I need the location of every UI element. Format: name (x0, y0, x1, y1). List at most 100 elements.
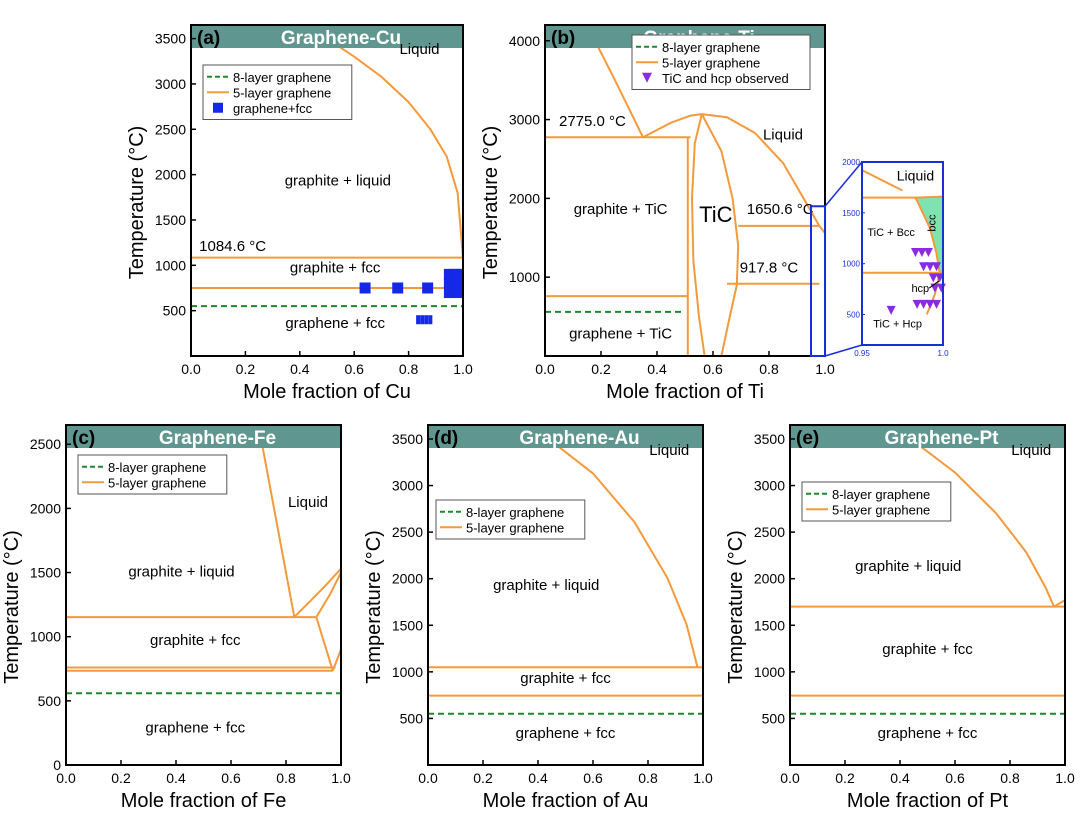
legend-label: graphene+fcc (233, 101, 313, 116)
fcc-marker (422, 282, 434, 294)
series-group (790, 436, 1065, 715)
inset: Liquid bcc TiC + Bcc hcp TiC + Hcp 500 1000 150… (810, 158, 949, 358)
plot-frame (65, 424, 342, 766)
title-header (429, 426, 702, 448)
x-tick-label: 0.6 (583, 770, 603, 786)
x-tick-label: 0.8 (1000, 770, 1020, 786)
phase-boundary-line (642, 113, 702, 139)
legend-box (77, 454, 228, 495)
chart-title: Graphene-Pt (884, 428, 999, 449)
x-tick-label: 0.8 (638, 770, 658, 786)
x-tick-label: 0.2 (111, 770, 131, 786)
region-label: 1084.6 °C (199, 238, 266, 255)
panel-c: (c) Graphene-Fe 0.0 0.2 0.4 0.6 0.8 1.0 0 500 1000… (1, 424, 351, 812)
x-axis-label: Mole fraction of Au (483, 790, 649, 812)
phase-boundary-line (1053, 599, 1065, 608)
phase-boundary-line (315, 616, 334, 671)
panel-d: (d) Graphene-Au 0.0 0.2 0.4 0.6 0.8 1.0 500 1000 1… (363, 424, 713, 812)
inset-label: Liquid (897, 167, 934, 183)
x-tick-label: 1.0 (453, 361, 473, 377)
inset-label: TiC + Hcp (873, 319, 922, 331)
legend-label: 5-layer graphene (466, 520, 564, 535)
inset-x-tick-label: 0.95 (854, 349, 870, 358)
y-tick-label: 2500 (155, 121, 186, 137)
y-tick-label: 1000 (30, 629, 61, 645)
fcc-marker (454, 268, 463, 280)
y-tick-label: 1000 (509, 269, 540, 285)
x-tick-label: 0.2 (591, 361, 611, 377)
region-label: graphite + fcc (290, 260, 381, 277)
tic-hcp-marker (910, 247, 920, 257)
region-label: graphene + TiC (569, 326, 672, 343)
y-tick-label: 2000 (754, 571, 785, 587)
x-tick-label: 0.8 (276, 770, 296, 786)
fcc-marker (359, 282, 371, 294)
phase-boundary-line (691, 113, 706, 356)
panel-label: (a) (197, 28, 220, 49)
region-label: Liquid (288, 494, 328, 511)
legend-label: TiC and hcp observed (662, 71, 789, 86)
y-axis-label: Temperature (°C) (1, 530, 23, 684)
inset-phase-line (861, 169, 903, 192)
panel-label: (d) (434, 428, 458, 449)
region-label: graphite + fcc (150, 632, 241, 649)
x-tick-label: 0.8 (759, 361, 779, 377)
plot-frame (789, 424, 1066, 766)
y-tick-label: 1500 (392, 617, 423, 633)
series-group (191, 35, 463, 325)
fcc-marker (454, 287, 463, 299)
x-tick-label: 0.4 (528, 770, 548, 786)
region-label: graphite + liquid (285, 173, 391, 190)
y-tick-label: 3500 (155, 31, 186, 47)
tic-hcp-marker (925, 299, 935, 309)
panel-label: (c) (72, 428, 95, 449)
legend-label: 5-layer graphene (233, 85, 331, 100)
legend-label: 5-layer graphene (832, 502, 930, 517)
panel-label: (b) (551, 28, 575, 49)
phase-boundary-line (257, 425, 296, 618)
chart-title: Graphene-Cu (281, 28, 401, 49)
y-tick-label: 3000 (509, 112, 540, 128)
plot-frame (427, 424, 704, 766)
fcc-marker (416, 315, 421, 325)
legend-label: 5-layer graphene (662, 55, 760, 70)
tic-hcp-marker (932, 262, 942, 272)
y-tick-label: 3000 (754, 478, 785, 494)
zoom-connector (824, 161, 863, 207)
tic-hcp-marker (917, 247, 927, 257)
y-tick-label: 500 (762, 710, 786, 726)
panel-b: (b)Graphene-Ti0.00.20.40.60.81.010002000… (480, 24, 949, 403)
inset-frame (861, 161, 944, 346)
y-tick-label: 1500 (155, 212, 186, 228)
x-tick-label: 0.6 (344, 361, 364, 377)
y-tick-label: 500 (163, 303, 187, 319)
tic-hcp-marker (928, 273, 938, 283)
x-tick-label: 0.0 (418, 770, 438, 786)
y-tick-label: 500 (38, 693, 62, 709)
y-tick-label: 1000 (155, 257, 186, 273)
x-tick-label: 0.4 (647, 361, 667, 377)
y-tick-label: 1000 (754, 664, 785, 680)
zoom-region-box (810, 205, 826, 357)
x-tick-label: 0.4 (890, 770, 910, 786)
fcc-marker (420, 315, 425, 325)
legend-square-swatch (213, 102, 223, 113)
phase-boundary-line (315, 572, 341, 618)
region-label: graphite + liquid (128, 563, 234, 580)
tic-hcp-marker (886, 305, 896, 315)
region-label: graphite + liquid (855, 558, 961, 575)
region-label: graphene + fcc (878, 725, 978, 742)
inset-y-tick-label: 1500 (842, 209, 860, 218)
region-label: graphite + fcc (520, 670, 611, 687)
x-tick-label: 1.0 (331, 770, 351, 786)
x-tick-label: 0.6 (703, 361, 723, 377)
fcc-marker (424, 315, 429, 325)
region-label: Liquid (1011, 442, 1051, 459)
y-tick-label: 1500 (754, 617, 785, 633)
region-label: 2775.0 °C (559, 113, 626, 130)
panel-e: (e) Graphene-Pt 0.0 0.2 0.4 0.6 0.8 1.0 500 1000 1… (725, 424, 1075, 812)
y-tick-label: 3000 (392, 478, 423, 494)
x-tick-label: 0.2 (835, 770, 855, 786)
